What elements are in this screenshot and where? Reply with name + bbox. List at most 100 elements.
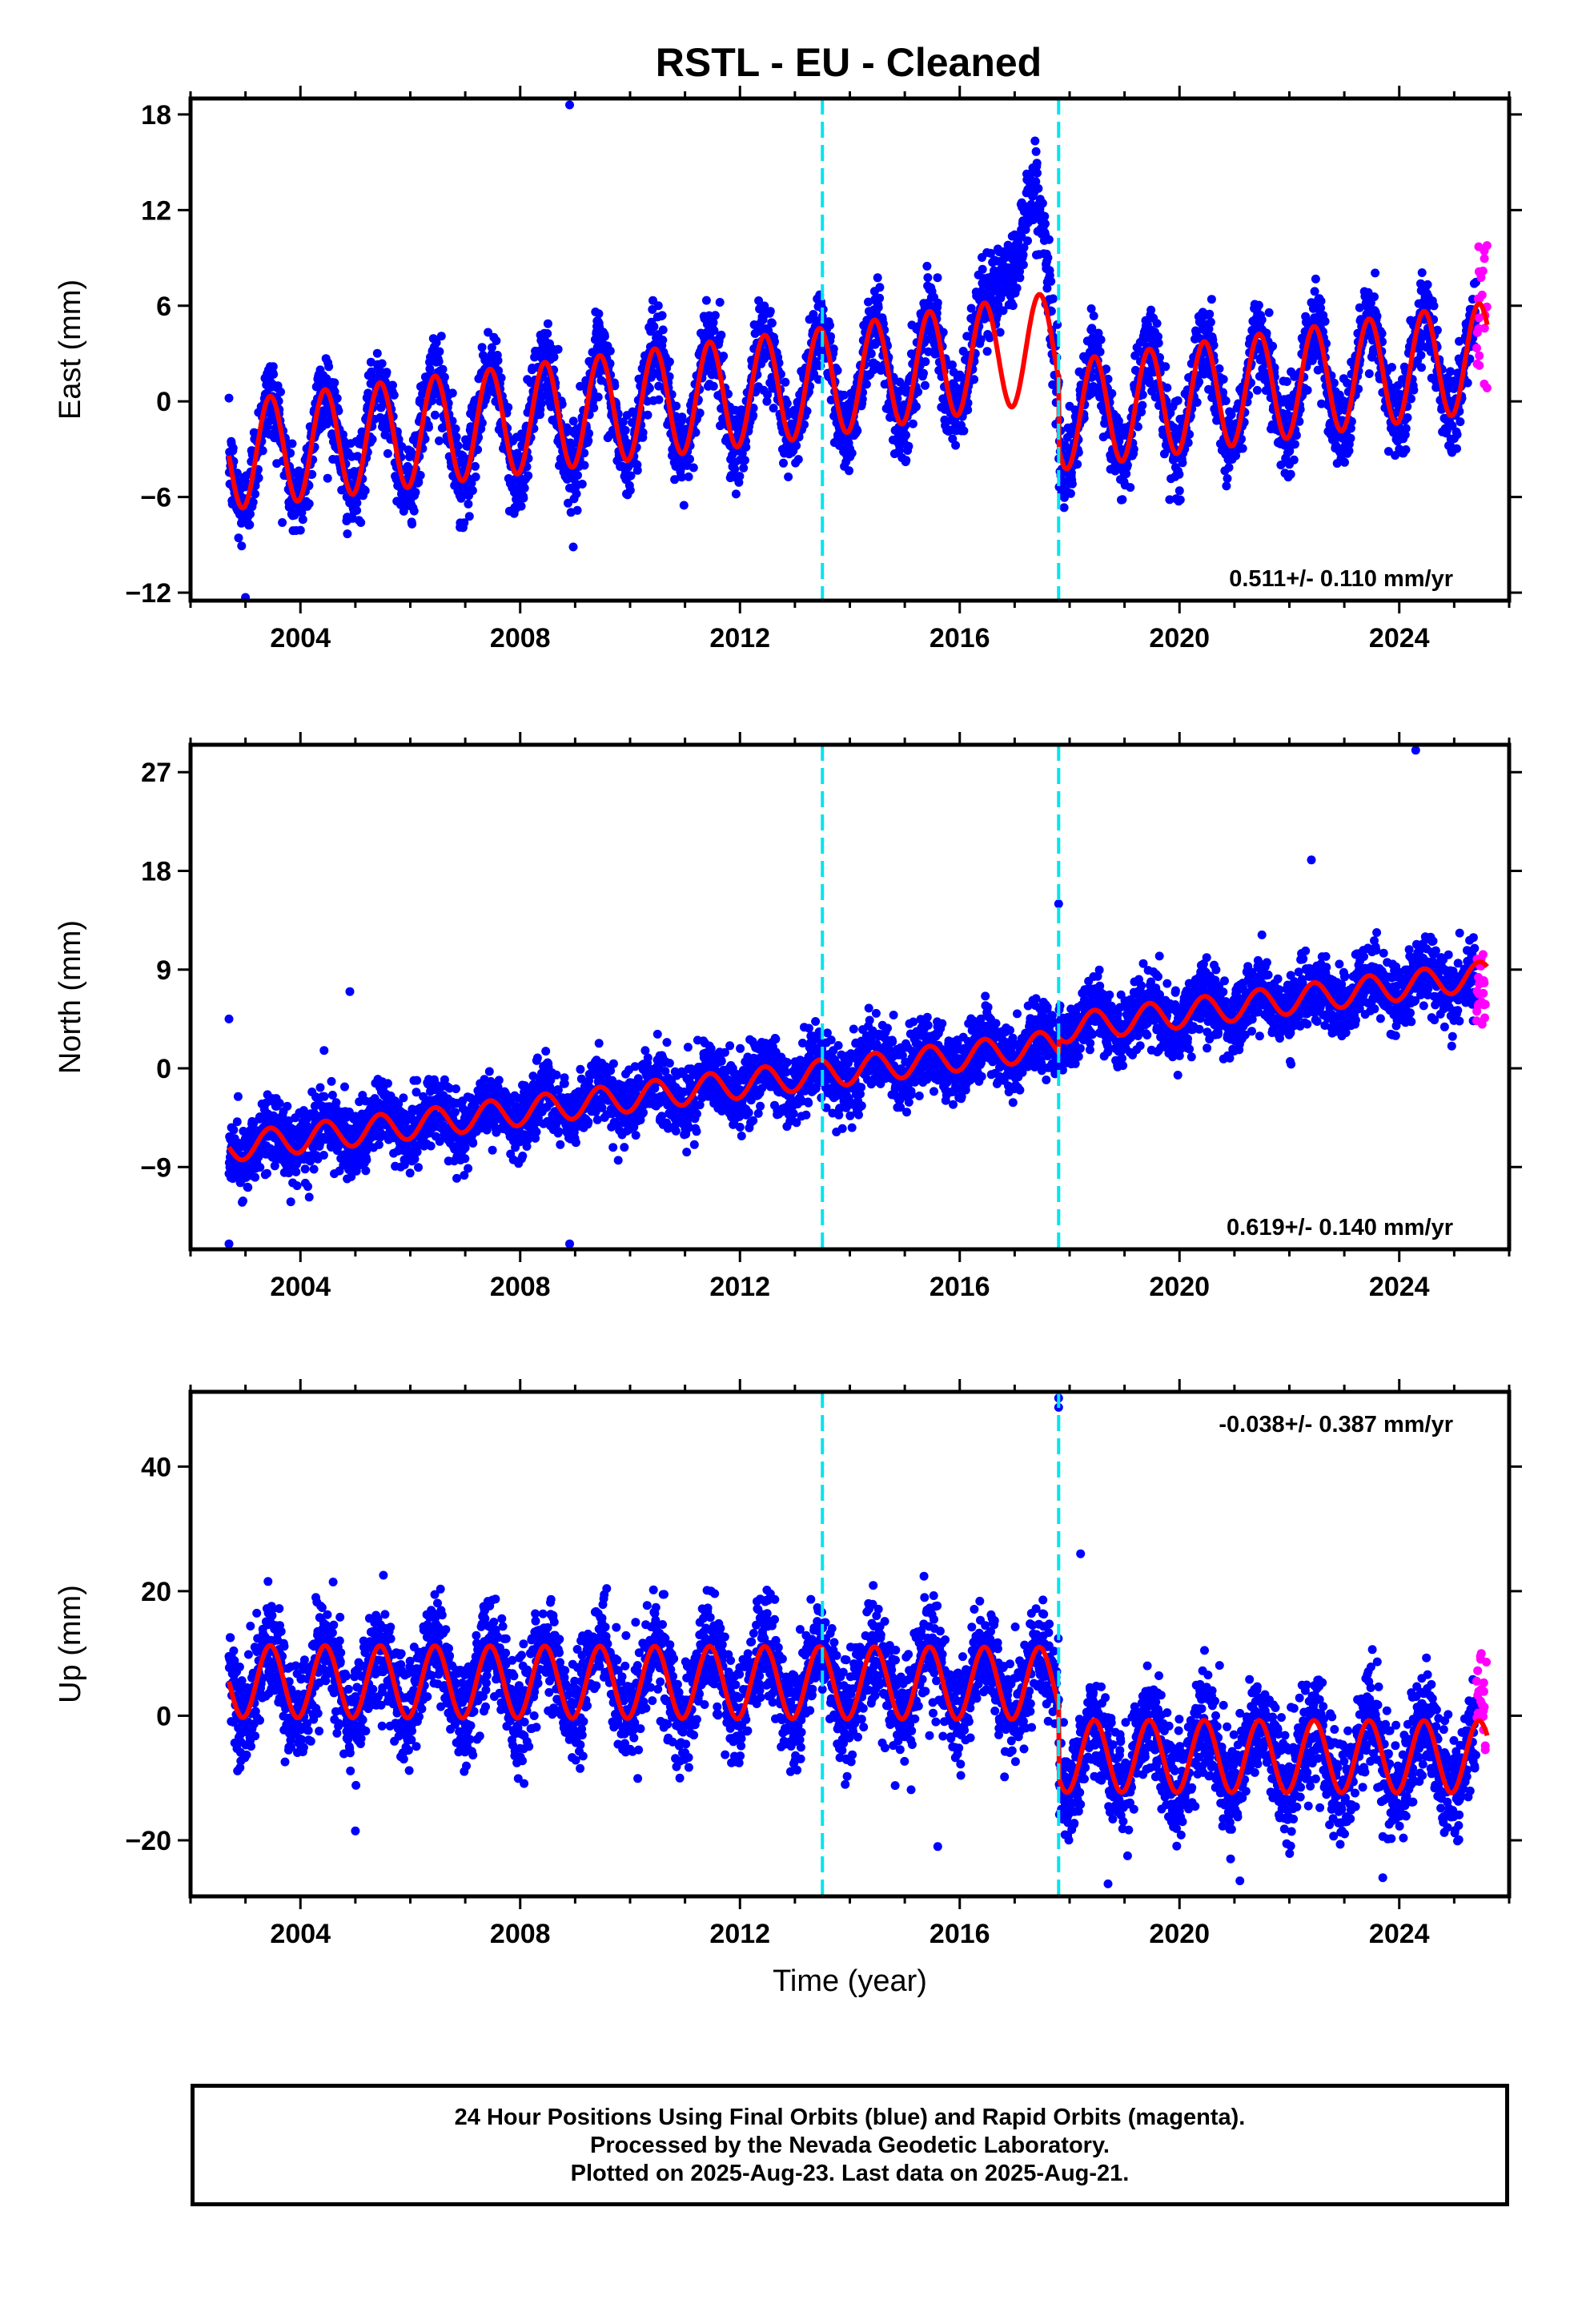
data-point bbox=[1401, 424, 1411, 433]
data-point bbox=[268, 362, 278, 372]
data-point bbox=[1107, 388, 1117, 398]
data-point bbox=[677, 472, 686, 482]
data-point bbox=[425, 364, 435, 374]
rapid-orbit-point bbox=[1475, 313, 1484, 323]
data-point bbox=[1152, 319, 1162, 328]
rapid-orbit-point bbox=[1474, 267, 1484, 276]
data-point bbox=[330, 378, 339, 388]
data-point bbox=[1364, 369, 1374, 379]
data-point bbox=[908, 419, 917, 428]
data-point bbox=[543, 329, 552, 338]
data-point bbox=[684, 472, 693, 481]
data-point bbox=[460, 518, 469, 528]
data-point bbox=[323, 473, 332, 483]
data-point bbox=[477, 343, 487, 352]
data-point bbox=[1031, 147, 1041, 156]
data-point bbox=[309, 1164, 319, 1174]
data-point bbox=[769, 404, 778, 413]
data-point bbox=[765, 307, 775, 316]
data-point bbox=[638, 428, 648, 437]
rapid-orbit-point bbox=[1477, 290, 1487, 300]
data-point bbox=[593, 392, 603, 402]
data-point bbox=[1316, 296, 1326, 306]
data-point bbox=[463, 441, 472, 451]
data-point bbox=[1161, 362, 1170, 372]
data-point bbox=[861, 380, 871, 389]
data-point bbox=[467, 478, 476, 488]
data-point bbox=[600, 332, 609, 341]
data-point bbox=[300, 1164, 310, 1174]
data-point bbox=[254, 473, 263, 483]
data-point bbox=[440, 372, 449, 382]
panels: 2004 2008 2012 2016 2020 2024−12−6061218East … bbox=[54, 86, 1522, 1998]
data-point bbox=[276, 387, 285, 396]
data-point bbox=[1387, 363, 1396, 372]
rapid-orbit-point bbox=[1472, 344, 1481, 353]
data-point bbox=[493, 356, 503, 365]
data-point bbox=[377, 359, 387, 368]
data-point bbox=[1044, 235, 1054, 244]
data-point bbox=[825, 320, 834, 330]
y-tick-label: 18 bbox=[141, 100, 171, 131]
data-point bbox=[1282, 377, 1291, 386]
data-point bbox=[1042, 283, 1052, 293]
data-point bbox=[1223, 474, 1232, 483]
data-point bbox=[1417, 268, 1427, 277]
data-point bbox=[1429, 301, 1439, 311]
data-point bbox=[258, 446, 267, 456]
data-point bbox=[557, 400, 567, 409]
data-point bbox=[1173, 396, 1182, 405]
data-point bbox=[487, 343, 496, 352]
data-point bbox=[524, 471, 533, 480]
x-tick-label: 2016 bbox=[930, 623, 990, 653]
data-point bbox=[1034, 183, 1043, 193]
y-tick-label: 0 bbox=[156, 387, 171, 417]
data-point bbox=[618, 417, 628, 427]
data-point bbox=[307, 469, 317, 479]
data-point bbox=[762, 396, 772, 406]
data-point bbox=[845, 466, 853, 476]
data-point bbox=[833, 366, 842, 376]
data-point bbox=[985, 333, 994, 343]
data-point bbox=[414, 477, 424, 487]
data-point bbox=[1205, 309, 1215, 319]
data-point bbox=[679, 501, 689, 510]
data-point bbox=[332, 393, 342, 403]
data-point bbox=[901, 430, 910, 440]
data-point bbox=[986, 248, 995, 258]
data-point bbox=[388, 380, 397, 390]
data-point bbox=[857, 394, 867, 404]
data-point bbox=[356, 518, 366, 527]
data-point bbox=[435, 436, 444, 445]
data-point bbox=[1291, 431, 1301, 440]
data-point bbox=[383, 448, 392, 458]
data-point bbox=[1290, 440, 1299, 449]
data-point bbox=[717, 330, 726, 340]
data-point bbox=[1018, 250, 1028, 259]
data-point bbox=[754, 296, 764, 305]
data-point bbox=[494, 366, 504, 376]
data-point bbox=[471, 472, 480, 481]
data-point bbox=[1031, 177, 1041, 187]
data-point bbox=[649, 322, 659, 332]
data-point bbox=[654, 395, 664, 404]
data-point bbox=[1095, 347, 1105, 356]
data-point bbox=[959, 426, 969, 436]
y-axis-label: East (mm) bbox=[54, 279, 87, 420]
data-point bbox=[1289, 455, 1299, 464]
y-tick-label: −12 bbox=[125, 578, 171, 609]
data-point bbox=[1067, 479, 1077, 489]
data-point bbox=[1417, 363, 1426, 372]
data-point bbox=[434, 357, 444, 366]
data-point bbox=[873, 273, 882, 283]
data-point bbox=[334, 406, 343, 416]
data-point bbox=[453, 441, 463, 451]
data-point bbox=[1175, 495, 1185, 505]
data-point bbox=[251, 489, 260, 499]
data-point bbox=[572, 489, 581, 499]
data-point bbox=[695, 408, 705, 418]
data-point bbox=[1015, 267, 1025, 276]
panel-east: 2004 2008 2012 2016 2020 2024−12−6061218East … bbox=[54, 86, 1522, 653]
data-point bbox=[826, 332, 835, 341]
data-point bbox=[372, 348, 382, 358]
